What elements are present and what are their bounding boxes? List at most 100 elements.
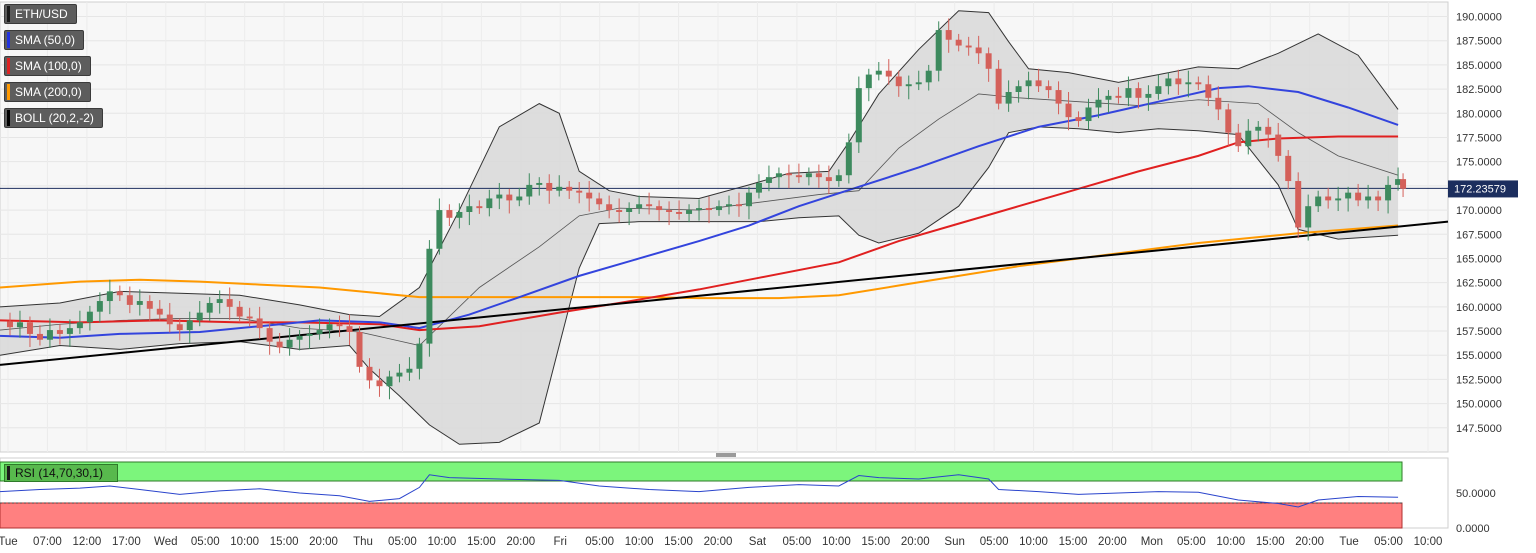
legend-item[interactable]: SMA (200,0) (4, 82, 91, 102)
rsi-legend[interactable]: RSI (14,70,30,1) (4, 464, 119, 482)
rsi-label: RSI (14,70,30,1) (15, 466, 104, 480)
candle-body (186, 320, 193, 331)
legend-item[interactable]: BOLL (20,2,-2) (4, 108, 103, 128)
sma-200-line (0, 224, 1399, 300)
candle-body (376, 380, 383, 387)
candle-body (246, 316, 253, 319)
x-tick-label: 12:00 (72, 536, 101, 548)
sma-100-line (0, 135, 1399, 332)
legend-item[interactable]: SMA (50,0) (4, 30, 85, 50)
x-tick-label: 05:00 (1177, 536, 1206, 548)
candle-body (116, 291, 123, 296)
time-axis: Tue 07:00 12:00 17:00 Wed 05:00 10:00 15:00 20:0… (0, 536, 1442, 548)
x-tick-label: 10:00 (625, 536, 654, 548)
y-tick-label: 187.5000 (1456, 36, 1502, 48)
candle-body (1255, 126, 1262, 131)
candle-body (626, 208, 633, 212)
candle-body (426, 248, 433, 344)
candle-body (516, 196, 523, 201)
legend-label: SMA (50,0) (15, 33, 76, 47)
candle-body (16, 322, 23, 328)
candle-body (446, 210, 453, 218)
candle-body (1215, 97, 1222, 110)
candle-body (1355, 192, 1362, 201)
rsi-line (0, 474, 1399, 508)
x-tick-label: 05:00 (585, 536, 614, 548)
legend-label: SMA (200,0) (15, 85, 82, 99)
x-tick-label: 10:00 (427, 536, 456, 548)
candle-body (1385, 184, 1392, 201)
y-tick-label: 182.5000 (1456, 84, 1502, 96)
x-tick-label: 20:00 (309, 536, 338, 548)
candle-body (995, 68, 1002, 104)
candle-body (266, 328, 273, 342)
x-tick-label: Tue (0, 536, 18, 548)
candle-body (206, 302, 213, 313)
x-tick-label: 05:00 (388, 536, 417, 548)
candle-body (1015, 86, 1022, 92)
candle-body (406, 368, 413, 373)
x-tick-label: Wed (154, 536, 177, 548)
candle-body (1145, 93, 1152, 98)
legend-swatch (7, 84, 10, 100)
candle-body (1205, 84, 1212, 98)
candle-body (955, 39, 962, 46)
y-tick-label: 160.0000 (1456, 302, 1502, 314)
candle-body (785, 173, 792, 176)
legend-label: BOLL (20,2,-2) (15, 111, 94, 125)
x-tick-label: 20:00 (704, 536, 733, 548)
candle-body (1265, 126, 1272, 135)
x-tick-label: 10:00 (1019, 536, 1048, 548)
x-tick-label: 20:00 (1098, 536, 1127, 548)
candle-body (306, 333, 313, 336)
rsi-swatch (7, 466, 10, 480)
x-tick-label: Sun (944, 536, 964, 548)
candle-body (1335, 198, 1342, 201)
candle-body (875, 70, 882, 75)
candle-body (326, 324, 333, 331)
candle-body (1225, 109, 1232, 133)
rsi-panel: 50.0000 0.0000 (0, 453, 1496, 535)
candle-body (26, 322, 33, 334)
indicator-lines (0, 85, 1449, 366)
candle-body (1275, 134, 1282, 156)
candle-body (905, 84, 912, 87)
candle-body (256, 318, 263, 329)
x-tick-label: 10:00 (1216, 536, 1245, 548)
candle-body (1315, 196, 1322, 207)
candle-body (945, 30, 952, 40)
y-tick-label: 167.5000 (1456, 229, 1502, 241)
candle-body (276, 341, 283, 348)
candle-body (696, 208, 703, 211)
candle-body (765, 177, 772, 183)
x-tick-label: Thu (353, 536, 373, 548)
candle-body (236, 306, 243, 317)
candle-body (526, 184, 533, 197)
legend-swatch (7, 110, 10, 126)
candle-body (586, 192, 593, 199)
candle-body (1085, 107, 1092, 122)
candle-body (566, 186, 573, 191)
x-tick-label: 15:00 (1059, 536, 1088, 548)
candlesticks (6, 18, 1407, 400)
x-tick-label: 15:00 (1256, 536, 1285, 548)
legend-swatch (7, 6, 10, 22)
legend-item[interactable]: SMA (100,0) (4, 56, 91, 76)
y-tick-label: 152.5000 (1456, 374, 1502, 386)
candle-body (96, 301, 103, 312)
candle-body (346, 326, 353, 332)
candle-body (735, 204, 742, 207)
candle-body (136, 301, 143, 305)
candle-body (36, 333, 43, 340)
candle-body (1235, 132, 1242, 147)
y-tick-label: 190.0000 (1456, 12, 1502, 24)
x-tick-label: Mon (1141, 536, 1163, 548)
rsi-overbought-zone (0, 461, 1403, 482)
candle-body (775, 173, 782, 178)
candle-body (835, 175, 842, 182)
legend-swatch (7, 58, 10, 74)
candle-body (636, 204, 643, 209)
panel-splitter-icon (716, 453, 736, 457)
legend-item[interactable]: ETH/USD (4, 4, 77, 24)
